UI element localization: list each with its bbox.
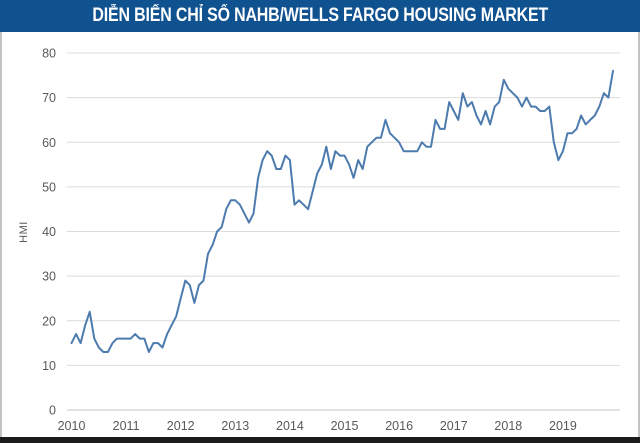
y-axis-tick-label: 40 [42, 225, 56, 239]
y-axis-tick-label: 60 [42, 136, 56, 150]
y-axis-tick-label: 0 [49, 404, 56, 418]
x-axis-tick-label: 2015 [331, 419, 359, 433]
chart-title: DIỄN BIẾN CHỈ SỐ NAHB/WELLS FARGO HOUSIN… [92, 5, 548, 26]
x-axis-tick-label: 2012 [167, 419, 195, 433]
x-axis-tick-label: 2013 [221, 419, 249, 433]
hmi-line-path [70, 69, 614, 353]
y-axis-title: HMI [18, 221, 30, 243]
title-bar: DIỄN BIẾN CHỈ SỐ NAHB/WELLS FARGO HOUSIN… [0, 0, 640, 32]
x-axis-tick-label: 2011 [113, 419, 140, 433]
x-axis-tick-label: 2010 [58, 419, 86, 433]
y-axis-tick-label: 20 [42, 314, 56, 328]
x-axis-tick-label: 2014 [276, 419, 304, 433]
x-axis-tick-label: 2018 [494, 419, 522, 433]
y-axis-tick-label: 30 [42, 270, 56, 284]
bottom-border-bar [0, 437, 640, 443]
chart-panel: 0 10 20 30 40 50 60 70 80 2010 2011 2012 2013 2014 201… [0, 32, 640, 437]
y-axis-tick-label: 80 [42, 47, 56, 61]
y-axis-tick-label: 70 [42, 91, 56, 105]
x-axis-tick-label: 2019 [549, 419, 577, 433]
y-axis-tick-label: 50 [42, 180, 56, 194]
x-axis-tick-label: 2017 [440, 419, 468, 433]
y-axis-tick-label: 10 [42, 359, 56, 373]
hmi-line-chart: 0 10 20 30 40 50 60 70 80 2010 2011 2012 2013 2014 201… [18, 47, 620, 433]
x-axis-tick-label: 2016 [385, 419, 413, 433]
